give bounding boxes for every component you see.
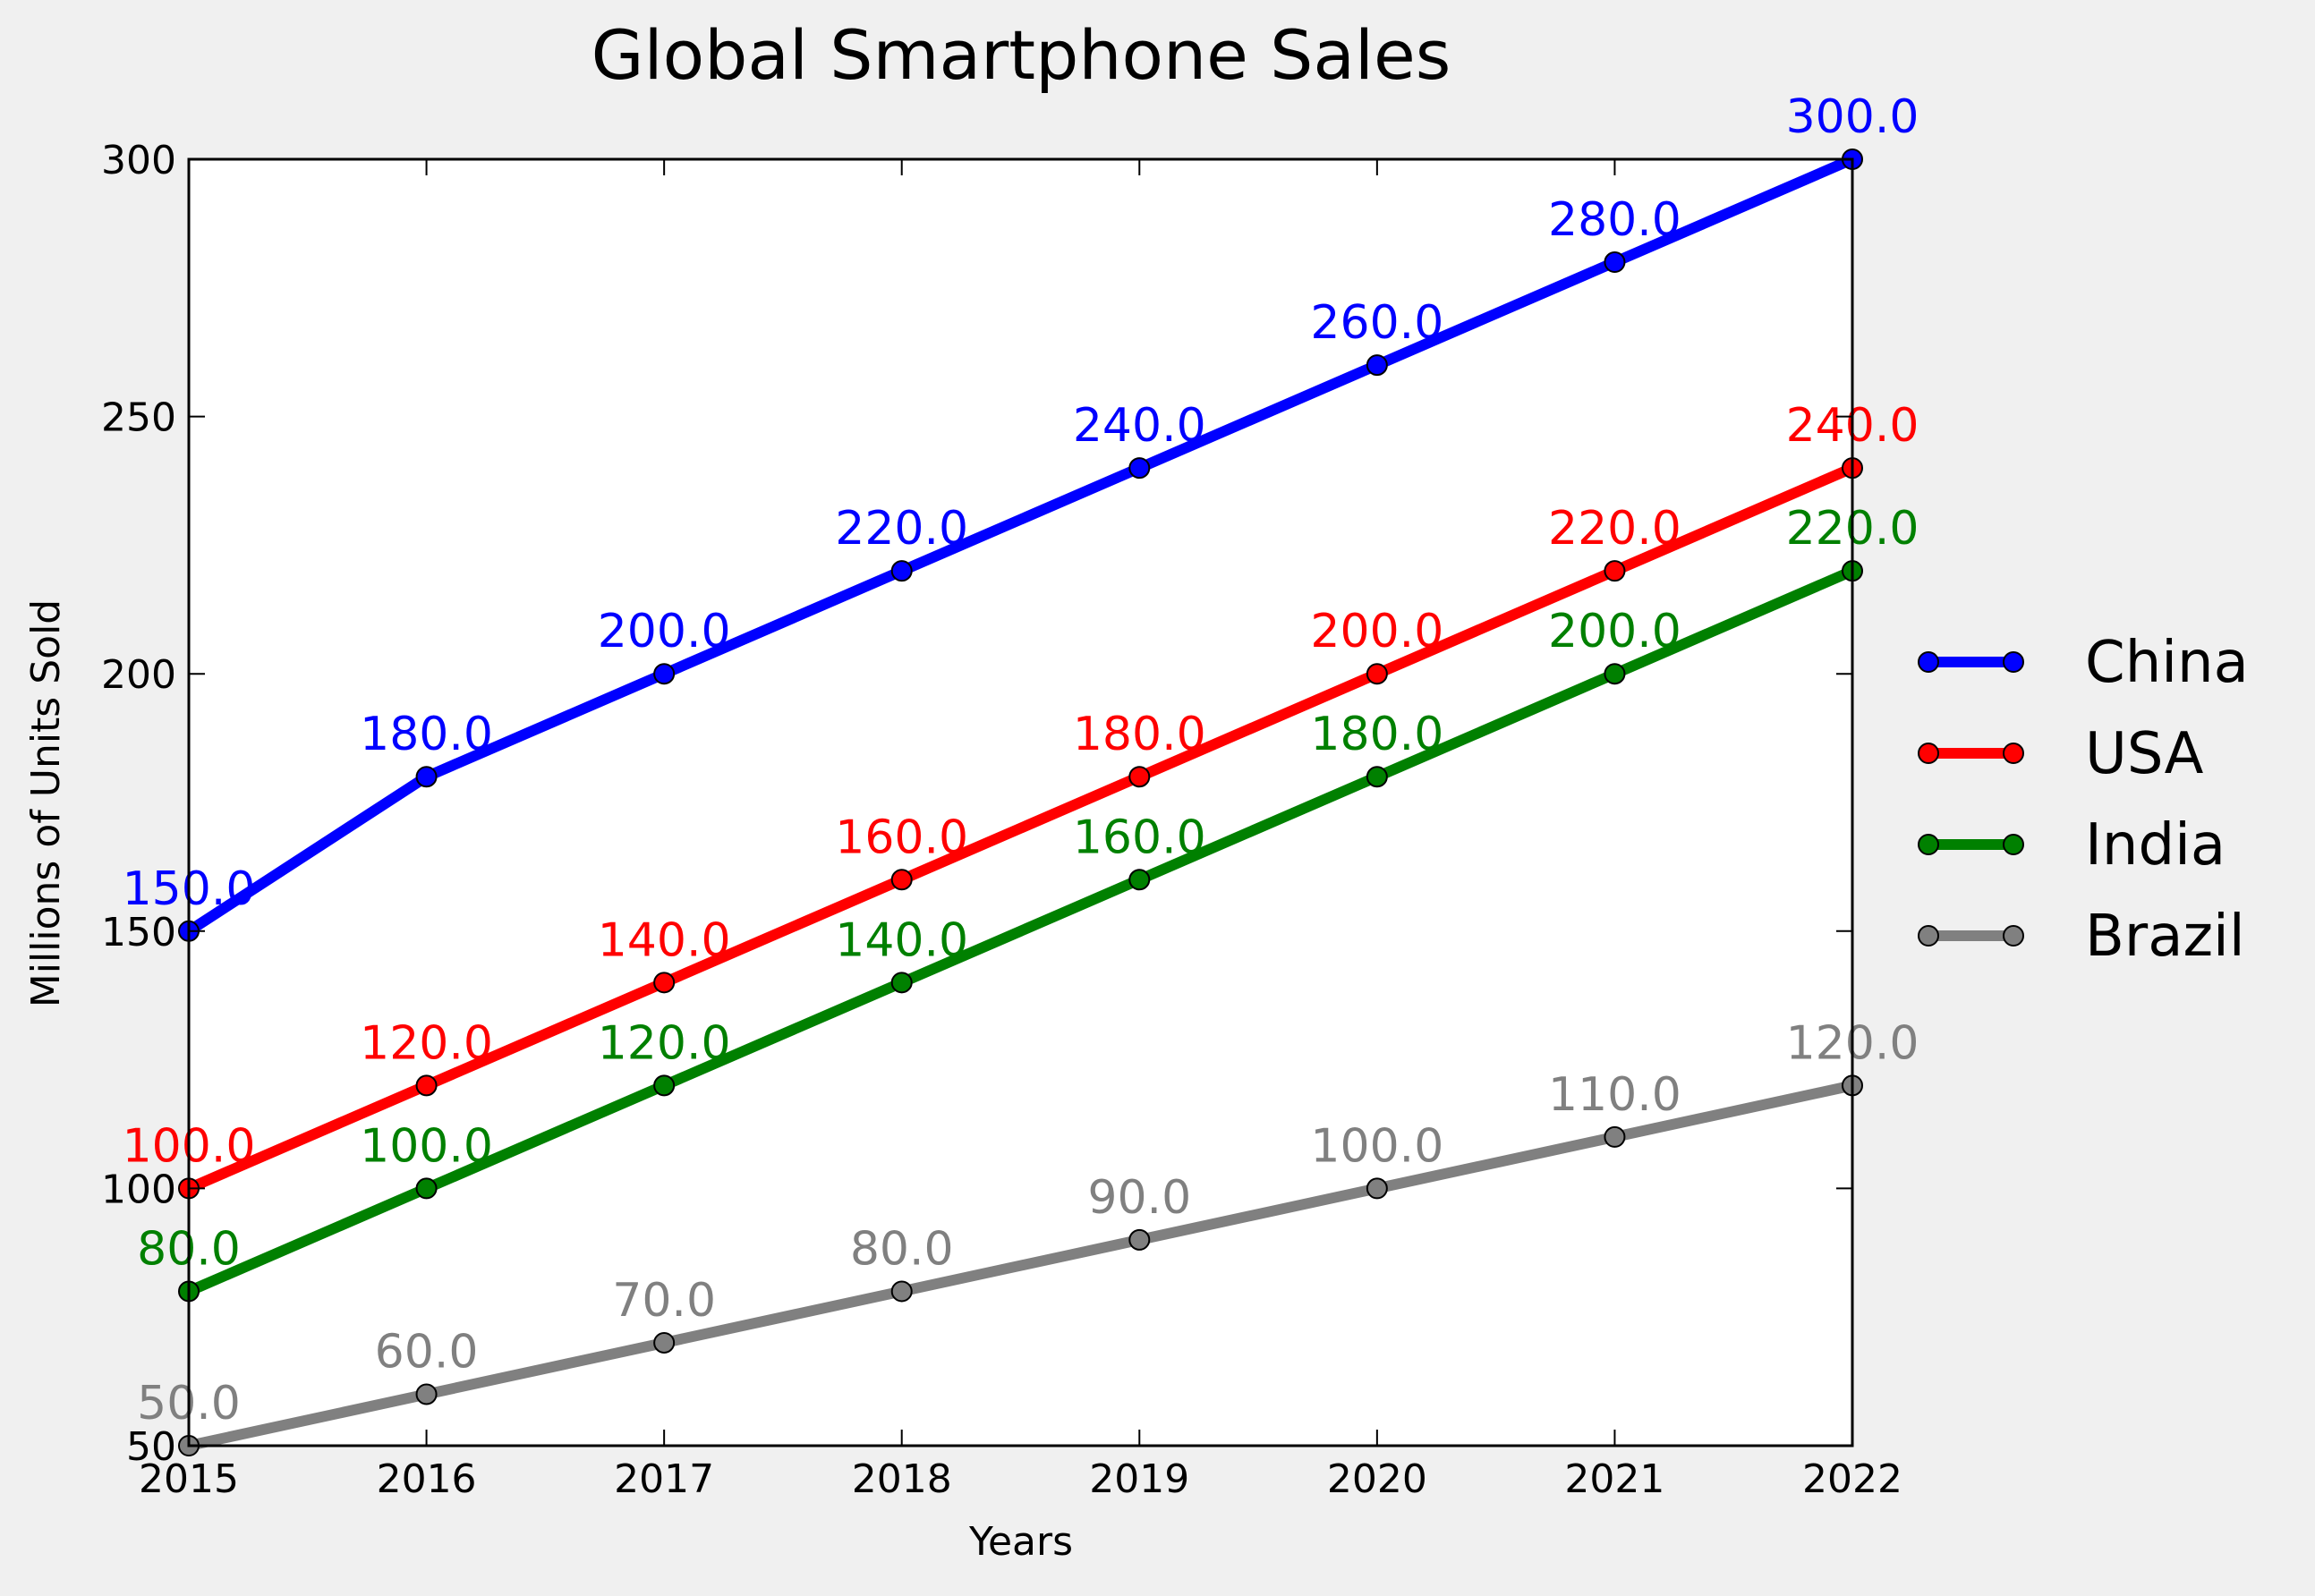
chart-title: Global Smartphone Sales xyxy=(592,15,1451,95)
y-tick-label: 300 xyxy=(101,138,176,183)
x-tick-label: 2022 xyxy=(1802,1456,1902,1502)
data-point-china xyxy=(1604,251,1626,274)
data-label-india: 160.0 xyxy=(1073,811,1206,864)
y-tick-label: 250 xyxy=(101,395,176,441)
legend-marker-brazil xyxy=(1918,925,1939,947)
data-point-india xyxy=(1604,663,1626,685)
data-point-usa xyxy=(1366,663,1388,685)
data-point-usa xyxy=(653,972,676,994)
data-label-brazil: 70.0 xyxy=(612,1274,716,1328)
x-tick-label: 2018 xyxy=(852,1456,952,1502)
x-tick-label: 2019 xyxy=(1089,1456,1189,1502)
data-label-india: 180.0 xyxy=(1310,708,1443,761)
legend-marker-usa xyxy=(1918,743,1939,764)
data-label-brazil: 110.0 xyxy=(1548,1068,1681,1122)
data-point-china xyxy=(415,766,438,788)
data-label-usa: 160.0 xyxy=(835,811,968,864)
legend-marker-china xyxy=(2003,651,2024,673)
data-label-china: 200.0 xyxy=(598,605,731,658)
data-label-brazil: 100.0 xyxy=(1310,1119,1443,1173)
data-point-brazil xyxy=(653,1331,676,1354)
legend-label-usa: USA xyxy=(2085,721,2204,787)
y-tick-label: 50 xyxy=(126,1424,176,1470)
x-tick-label: 2015 xyxy=(139,1456,239,1502)
data-point-india xyxy=(653,1074,676,1097)
x-axis-label: Years xyxy=(968,1519,1073,1565)
plot-area xyxy=(189,159,1852,1446)
legend-label-india: India xyxy=(2085,812,2226,879)
data-label-brazil: 80.0 xyxy=(850,1222,954,1276)
data-point-china xyxy=(1366,354,1388,377)
legend-item-china: China xyxy=(1918,630,2249,696)
data-point-india xyxy=(890,972,913,994)
legend-item-brazil: Brazil xyxy=(1918,904,2245,970)
data-point-china xyxy=(890,560,913,582)
series-line-brazil xyxy=(187,1080,1854,1451)
data-point-india xyxy=(415,1177,438,1200)
data-label-brazil: 60.0 xyxy=(375,1325,479,1379)
data-label-india: 200.0 xyxy=(1548,605,1681,658)
data-label-india: 120.0 xyxy=(598,1016,731,1070)
data-point-brazil xyxy=(415,1383,438,1405)
y-axis-label: Millions of Units Sold xyxy=(23,599,69,1007)
data-label-usa: 180.0 xyxy=(1073,708,1206,761)
data-label-usa: 120.0 xyxy=(360,1016,493,1070)
y-tick-label: 100 xyxy=(101,1167,176,1212)
series-line-usa xyxy=(186,463,1855,1193)
x-tick-label: 2016 xyxy=(377,1456,477,1502)
legend-marker-india xyxy=(2003,834,2024,855)
data-label-brazil: 90.0 xyxy=(1087,1171,1191,1225)
data-label-china: 260.0 xyxy=(1310,296,1443,350)
series-line-india xyxy=(186,565,1855,1296)
data-label-china: 220.0 xyxy=(835,502,968,556)
data-point-china xyxy=(1128,457,1151,480)
y-tick-label: 150 xyxy=(101,910,176,955)
data-point-brazil xyxy=(1128,1228,1151,1251)
data-point-brazil xyxy=(890,1280,913,1303)
data-label-india: 140.0 xyxy=(835,913,968,967)
data-label-china: 180.0 xyxy=(360,708,493,761)
data-point-china xyxy=(653,663,676,685)
data-point-india xyxy=(1366,766,1388,788)
legend-item-india: India xyxy=(1918,812,2226,879)
data-point-usa xyxy=(415,1074,438,1097)
data-point-usa xyxy=(1604,560,1626,582)
data-point-india xyxy=(1128,869,1151,891)
legend-label-brazil: Brazil xyxy=(2085,904,2245,970)
data-label-usa: 140.0 xyxy=(598,913,731,967)
data-label-china: 300.0 xyxy=(1786,90,1919,144)
data-label-usa: 220.0 xyxy=(1548,502,1681,556)
data-point-usa xyxy=(1128,766,1151,788)
legend-marker-china xyxy=(1918,651,1939,673)
legend-item-usa: USA xyxy=(1918,721,2204,787)
legend-marker-usa xyxy=(2003,743,2024,764)
y-tick-label: 200 xyxy=(101,652,176,698)
data-label-china: 280.0 xyxy=(1548,193,1681,247)
data-label-india: 100.0 xyxy=(360,1119,493,1173)
legend-marker-india xyxy=(1918,834,1939,855)
data-point-usa xyxy=(890,869,913,891)
data-point-brazil xyxy=(1366,1177,1388,1200)
x-tick-label: 2020 xyxy=(1327,1456,1427,1502)
plot-frame xyxy=(187,157,1854,1447)
x-tick-label: 2021 xyxy=(1564,1456,1664,1502)
data-label-china: 240.0 xyxy=(1073,399,1206,453)
legend-label-china: China xyxy=(2085,630,2249,696)
series-line-china xyxy=(185,154,1855,936)
data-point-brazil xyxy=(1604,1125,1626,1148)
legend-marker-brazil xyxy=(2003,925,2024,947)
data-label-usa: 200.0 xyxy=(1310,605,1443,658)
x-tick-label: 2017 xyxy=(614,1456,714,1502)
